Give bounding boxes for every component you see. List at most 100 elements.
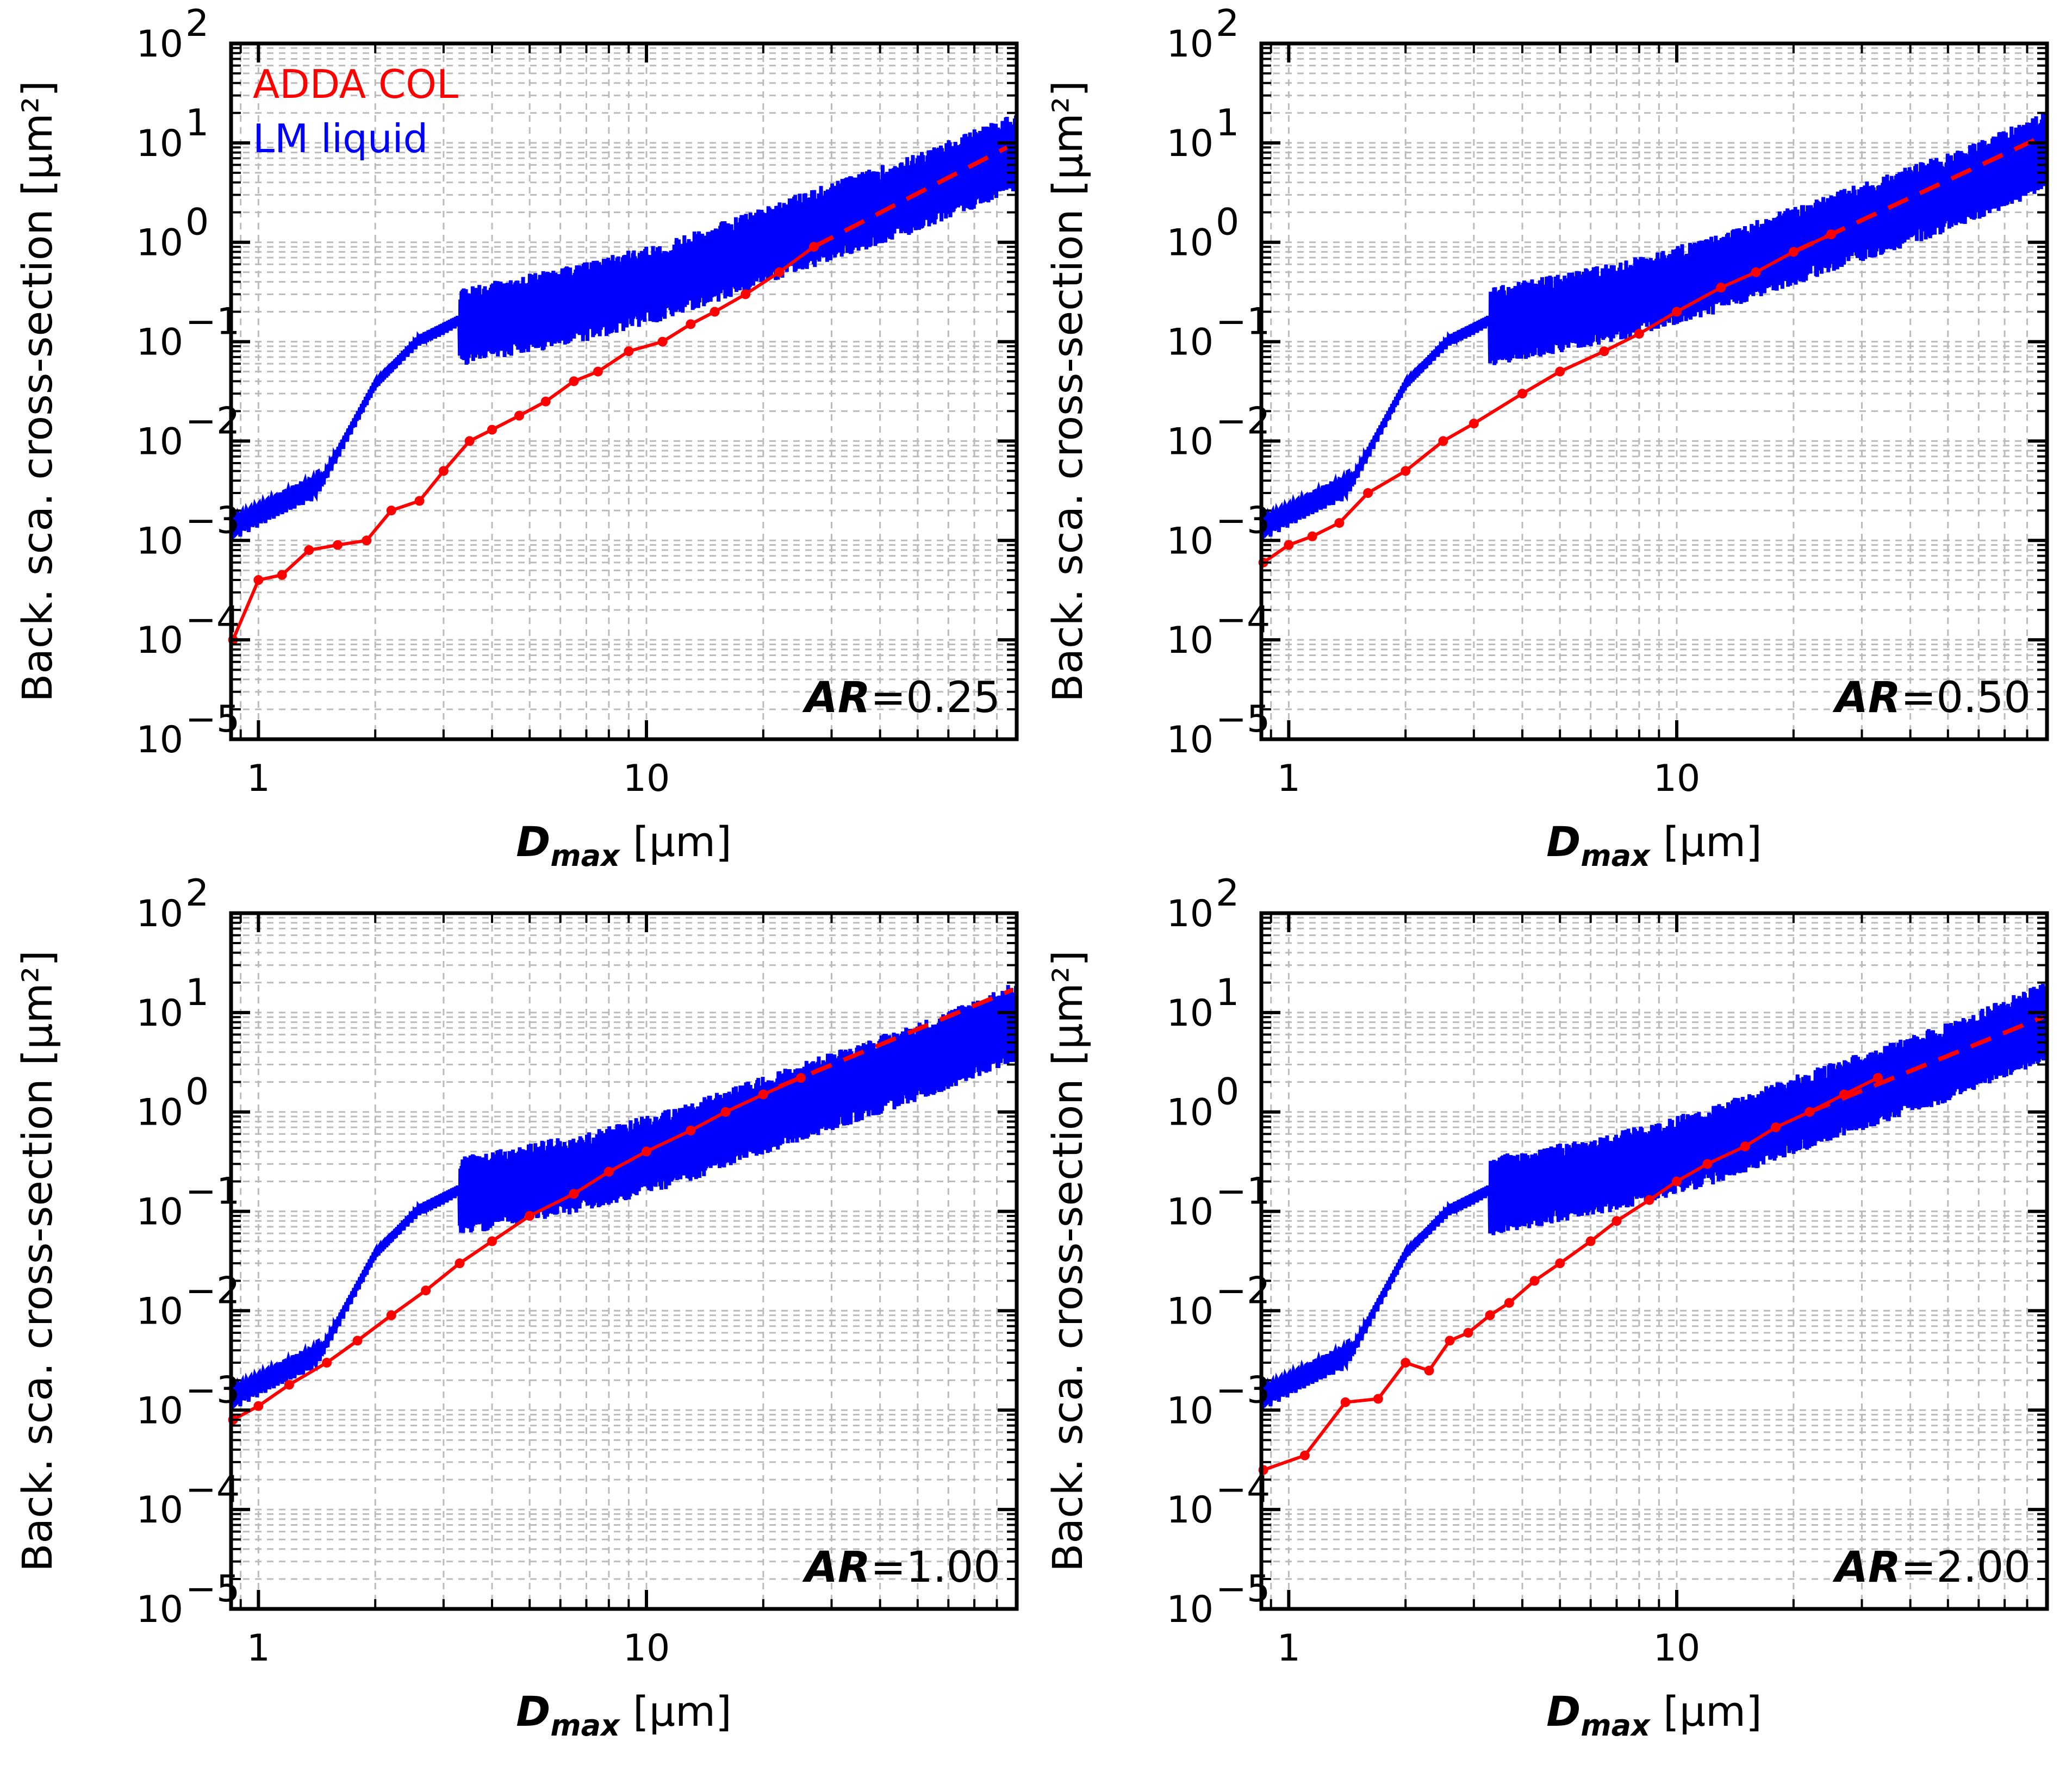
y-tick-exponent: 1 xyxy=(1216,102,1239,145)
y-tick-exponent: −4 xyxy=(185,1468,240,1511)
y-tick-exponent: −1 xyxy=(185,1170,240,1213)
adda-col-point xyxy=(1585,1236,1596,1246)
adda-col-point xyxy=(710,307,720,317)
y-tick-exponent: −3 xyxy=(1216,499,1270,542)
adda-col-point xyxy=(421,1286,431,1296)
x-axis-title-subscript: max xyxy=(550,839,621,873)
adda-col-point xyxy=(362,535,372,546)
y-tick-label: 10 xyxy=(1166,719,1214,762)
y-tick-exponent: −1 xyxy=(1216,1170,1270,1213)
x-axis-title-unit: [μm] xyxy=(1650,818,1762,866)
adda-col-point xyxy=(1401,466,1411,476)
y-tick-label: 10 xyxy=(1166,1489,1214,1532)
aspect-ratio-value: =1.00 xyxy=(870,1543,1000,1592)
adda-col-point xyxy=(514,410,525,421)
plot-frame xyxy=(229,911,1019,1611)
adda-col-point xyxy=(352,1336,363,1346)
adda-col-point xyxy=(1307,531,1317,541)
x-axis-title-symbol: D xyxy=(516,818,550,866)
adda-col-point xyxy=(487,1236,497,1246)
adda-col-point xyxy=(1340,1397,1351,1407)
adda-col-point xyxy=(1771,1122,1781,1133)
y-tick-exponent: 2 xyxy=(185,2,209,45)
y-tick-label: 10 xyxy=(136,1191,183,1234)
x-axis-title: Dmax [μm] xyxy=(516,818,732,873)
y-tick-label: 10 xyxy=(136,1389,183,1432)
y-tick-label: 10 xyxy=(1166,321,1214,364)
adda-col-point xyxy=(774,267,785,277)
adda-col-point xyxy=(487,425,497,435)
adda-col-point xyxy=(464,436,475,446)
y-tick-label: 10 xyxy=(136,1290,183,1333)
plot-frame xyxy=(229,41,1019,741)
adda-col-point xyxy=(624,346,634,357)
adda-col-point xyxy=(1401,1358,1411,1368)
x-axis-title-subscript: max xyxy=(1581,839,1651,873)
y-tick-label: 10 xyxy=(1166,520,1214,563)
x-axis-title-subscript: max xyxy=(550,1708,621,1743)
y-tick-label: 10 xyxy=(136,520,183,563)
y-tick-label: 10 xyxy=(1166,1588,1214,1631)
y-tick-label: 10 xyxy=(136,893,183,935)
adda-col-point xyxy=(657,336,668,347)
adda-col-point xyxy=(386,506,396,516)
adda-col-point xyxy=(1284,540,1294,550)
adda-col-fit-line xyxy=(1793,136,2038,254)
plot-frame xyxy=(1259,41,2049,741)
adda-col-point xyxy=(686,319,696,329)
adda-col-point xyxy=(1504,1297,1514,1308)
y-tick-exponent: −2 xyxy=(1216,400,1270,442)
adda-col-fit-line xyxy=(1808,1015,2044,1114)
adda-col-point xyxy=(569,376,579,386)
x-tick-label: 1 xyxy=(1277,757,1301,800)
x-axis-title-symbol: D xyxy=(516,1687,550,1736)
adda-col-point xyxy=(741,289,751,299)
adda-col-point xyxy=(603,1166,614,1177)
y-tick-label: 10 xyxy=(1166,23,1214,66)
legend-entry: LM liquid xyxy=(253,116,428,161)
y-tick-exponent: 2 xyxy=(185,872,209,915)
y-tick-label: 10 xyxy=(1166,122,1214,165)
y-tick-exponent: −4 xyxy=(1216,598,1270,641)
adda-col-point xyxy=(758,1089,768,1100)
y-tick-label: 10 xyxy=(1166,222,1214,265)
y-tick-label: 10 xyxy=(1166,619,1214,662)
x-tick-label: 10 xyxy=(623,757,670,800)
adda-col-series xyxy=(231,245,815,641)
adda-col-point xyxy=(593,366,603,377)
aspect-ratio-name: AR xyxy=(802,1543,870,1592)
adda-col-point xyxy=(686,1125,696,1135)
y-tick-label: 10 xyxy=(136,1588,183,1631)
adda-col-point xyxy=(277,570,287,580)
adda-col-point xyxy=(284,1380,294,1390)
adda-col-point xyxy=(386,1310,396,1320)
x-axis-title: Dmax [μm] xyxy=(1546,818,1762,873)
y-tick-label: 10 xyxy=(1166,992,1214,1035)
x-axis-title-subscript: max xyxy=(1581,1708,1651,1743)
adda-col-point xyxy=(1363,488,1373,498)
adda-col-point xyxy=(1672,1176,1682,1187)
aspect-ratio-label: AR=0.25 xyxy=(802,673,1000,722)
y-tick-exponent: −3 xyxy=(1216,1369,1270,1412)
adda-col-point xyxy=(642,1146,652,1157)
legend: ADDA COL LM liquid xyxy=(253,61,458,161)
y-tick-label: 10 xyxy=(136,719,183,762)
adda-col-point xyxy=(720,1107,731,1117)
x-tick-label: 1 xyxy=(247,1627,270,1670)
adda-col-fit-line xyxy=(813,145,1009,249)
adda-col-point xyxy=(304,545,314,556)
y-tick-exponent: −5 xyxy=(185,698,240,741)
x-axis-title-unit: [μm] xyxy=(620,818,732,866)
aspect-ratio-name: AR xyxy=(1832,673,1901,722)
y-tick-exponent: −2 xyxy=(1216,1269,1270,1312)
adda-col-point xyxy=(1740,1141,1750,1152)
adda-col-point xyxy=(1373,1394,1383,1404)
y-tick-exponent: 2 xyxy=(1216,872,1239,915)
adda-col-series xyxy=(1262,1076,1879,1472)
x-axis-title: Dmax [μm] xyxy=(1546,1687,1762,1743)
x-tick-label: 10 xyxy=(623,1627,670,1670)
y-tick-label: 10 xyxy=(136,122,183,165)
aspect-ratio-value: =0.25 xyxy=(870,673,1000,722)
